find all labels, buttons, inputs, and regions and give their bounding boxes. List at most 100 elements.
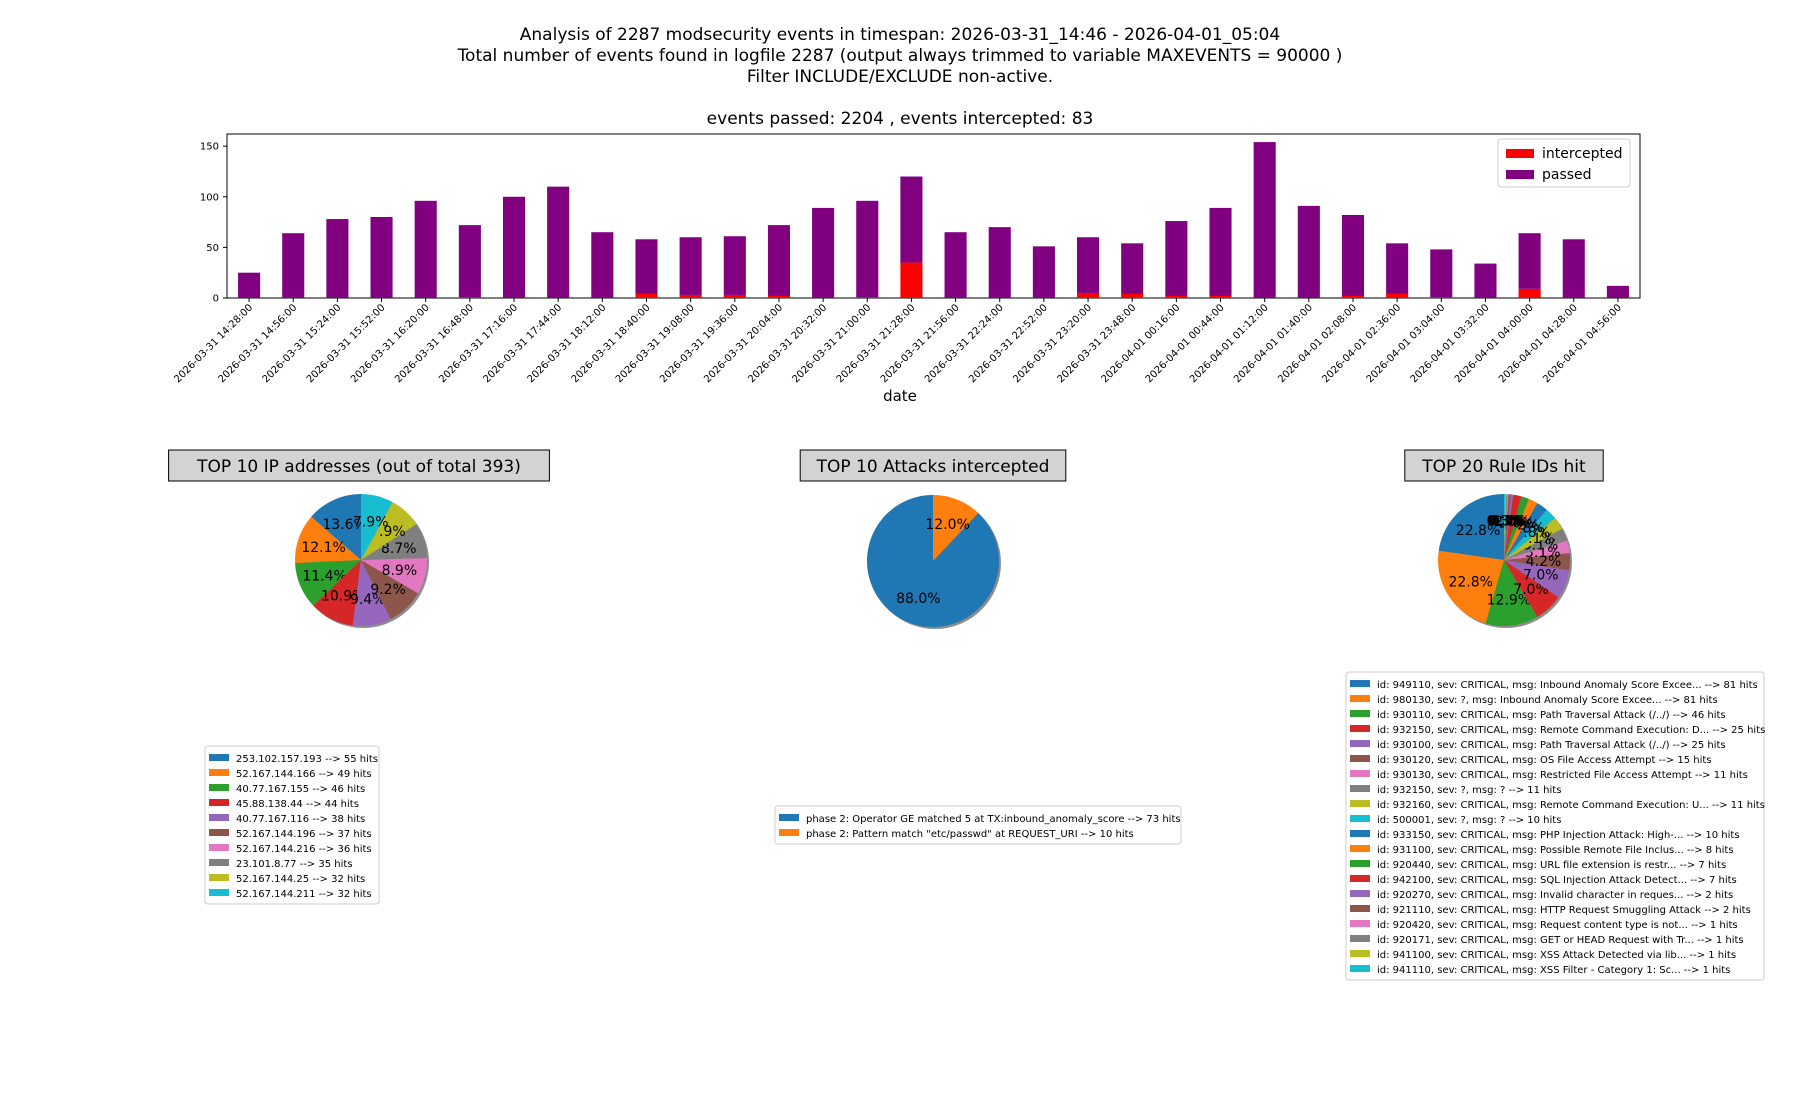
bar-passed (767, 225, 790, 296)
x-tick-label: 2026-03-31 17:44:00 (481, 302, 564, 385)
legend-swatch (209, 814, 229, 821)
legend-label: id: 941100, sev: CRITICAL, msg: XSS Atta… (1377, 950, 1736, 961)
pie-title-box (1404, 449, 1604, 482)
pie-pct-label: 88.0% (896, 591, 940, 607)
x-tick-label: 2026-04-01 04:00:00 (1453, 302, 1536, 385)
legend-label: id: 942100, sev: CRITICAL, msg: SQL Inje… (1377, 875, 1737, 886)
pie-pct-label: 0.3% (1489, 513, 1525, 529)
y-tick-label: 100 (200, 192, 219, 203)
y-tick-label: 0 (213, 294, 219, 305)
x-tick-label: 2026-03-31 15:24:00 (261, 302, 344, 385)
pie-slice (867, 495, 1000, 627)
bar-intercepted (1077, 292, 1100, 298)
legend-label: 23.101.8.77 --> 35 hits (236, 859, 353, 870)
bar-passed (282, 233, 305, 298)
x-tick-label: 2026-03-31 18:12:00 (526, 302, 609, 385)
bar-passed (458, 225, 481, 297)
bar-intercepted (1430, 296, 1453, 298)
legend-swatch (1350, 965, 1370, 972)
pie-slice (1504, 496, 1529, 560)
pie-slice (361, 502, 417, 560)
pie-slice (1504, 553, 1570, 571)
pie-slice (1485, 560, 1538, 626)
pie-pct-label: 7.9% (353, 515, 389, 531)
legend-swatch (1506, 149, 1534, 158)
legend-swatch (1350, 920, 1370, 927)
pie-slice (1504, 494, 1509, 560)
pie-slice (352, 560, 391, 626)
pie-pct-label: 9.2% (370, 582, 406, 598)
bar-intercepted (856, 296, 879, 298)
legend-label: id: 920440, sev: CRITICAL, msg: URL file… (1377, 860, 1726, 871)
legend-swatch (209, 844, 229, 851)
legend-label: 253.102.157.193 --> 55 hits (236, 754, 378, 765)
legend-swatch (1350, 845, 1370, 852)
bar-passed (1077, 237, 1100, 293)
bar-plot-frame (226, 133, 1641, 299)
legend-label: 52.167.144.25 --> 32 hits (236, 874, 365, 885)
legend-label: passed (1542, 167, 1592, 183)
pie-pct-label: 13.6% (322, 517, 366, 533)
legend-swatch (1350, 770, 1370, 777)
pie-slice (1504, 494, 1522, 560)
pie-pct-label: 7.0% (1513, 582, 1549, 598)
pie-pct-label: 11.4% (302, 569, 346, 585)
pie-slice (1504, 540, 1570, 560)
bar-passed (238, 272, 261, 298)
pie-slice (361, 557, 427, 594)
pie-slice (1504, 494, 1514, 560)
pie-legend (774, 805, 1182, 845)
bar-chart-title: events passed: 2204 , events intercepted… (707, 109, 1094, 129)
bar-passed (723, 236, 746, 295)
legend-swatch (1350, 695, 1370, 702)
pie-title: TOP 10 Attacks intercepted (816, 457, 1050, 477)
bar-intercepted (900, 262, 923, 298)
x-tick-label: 2026-04-01 01:12:00 (1188, 302, 1271, 385)
bar-passed (547, 186, 570, 298)
legend-label: id: 930100, sev: CRITICAL, msg: Path Tra… (1377, 740, 1726, 751)
x-tick-label: 2026-04-01 01:40:00 (1232, 302, 1315, 385)
bar-intercepted (1518, 288, 1541, 298)
legend-label: id: 933150, sev: CRITICAL, msg: PHP Inje… (1377, 830, 1740, 841)
pie-slice (1504, 560, 1559, 617)
pie-slice (311, 494, 361, 560)
pie-pct-label: 22.8% (1456, 523, 1500, 539)
x-tick-label: 2026-03-31 21:28:00 (835, 302, 918, 385)
bar-passed (635, 239, 658, 294)
legend-swatch (209, 829, 229, 836)
bar-passed (414, 200, 437, 298)
x-tick-label: 2026-03-31 16:48:00 (393, 302, 476, 385)
x-tick-label: 2026-04-01 04:56:00 (1541, 302, 1624, 385)
bar-passed (988, 227, 1011, 298)
header-line-1: Analysis of 2287 modsecurity events in t… (520, 25, 1280, 45)
pie-slice (1438, 494, 1504, 560)
pie-pct-label: 4.2% (1526, 554, 1562, 570)
y-tick-label: 50 (206, 243, 219, 254)
x-tick-label: 2026-03-31 21:56:00 (879, 302, 962, 385)
bar-passed (679, 237, 702, 295)
x-tick-label: 2026-03-31 16:20:00 (349, 302, 432, 385)
pie-title: TOP 10 IP addresses (out of total 393) (196, 457, 521, 477)
legend-label: id: 921110, sev: CRITICAL, msg: HTTP Req… (1377, 905, 1751, 916)
bar-chart-xlabel: date (883, 387, 917, 405)
x-tick-label: 2026-03-31 22:52:00 (967, 302, 1050, 385)
legend-label: 45.88.138.44 --> 44 hits (236, 799, 359, 810)
legend-swatch (1350, 755, 1370, 762)
bar-passed (1297, 205, 1320, 298)
bar-intercepted (723, 294, 746, 298)
legend-swatch (1350, 740, 1370, 747)
x-tick-label: 2026-03-31 22:24:00 (923, 302, 1006, 385)
bar-passed (1562, 239, 1585, 298)
legend-swatch (1350, 950, 1370, 957)
legend-label: id: 930120, sev: CRITICAL, msg: OS File … (1377, 755, 1712, 766)
x-tick-label: 2026-03-31 20:04:00 (702, 302, 785, 385)
legend-swatch (1350, 890, 1370, 897)
x-tick-label: 2026-03-31 19:08:00 (614, 302, 697, 385)
pie-pct-label: 7.9% (370, 524, 406, 540)
pie-slice (313, 560, 361, 626)
bar-passed (1165, 221, 1188, 296)
pie-slice (1504, 494, 1507, 560)
pie-slice (1504, 528, 1568, 560)
x-tick-label: 2026-03-31 14:28:00 (172, 302, 255, 385)
